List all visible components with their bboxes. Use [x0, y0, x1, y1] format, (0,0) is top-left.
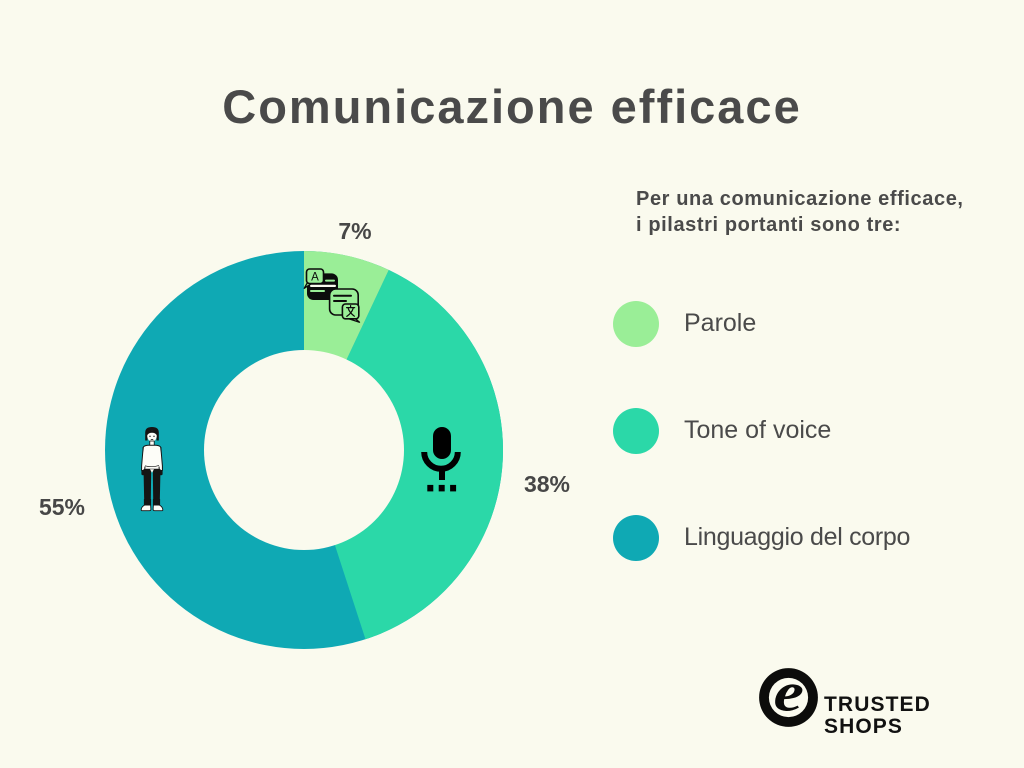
svg-text:e: e — [772, 665, 806, 724]
svg-text:A: A — [311, 271, 319, 283]
